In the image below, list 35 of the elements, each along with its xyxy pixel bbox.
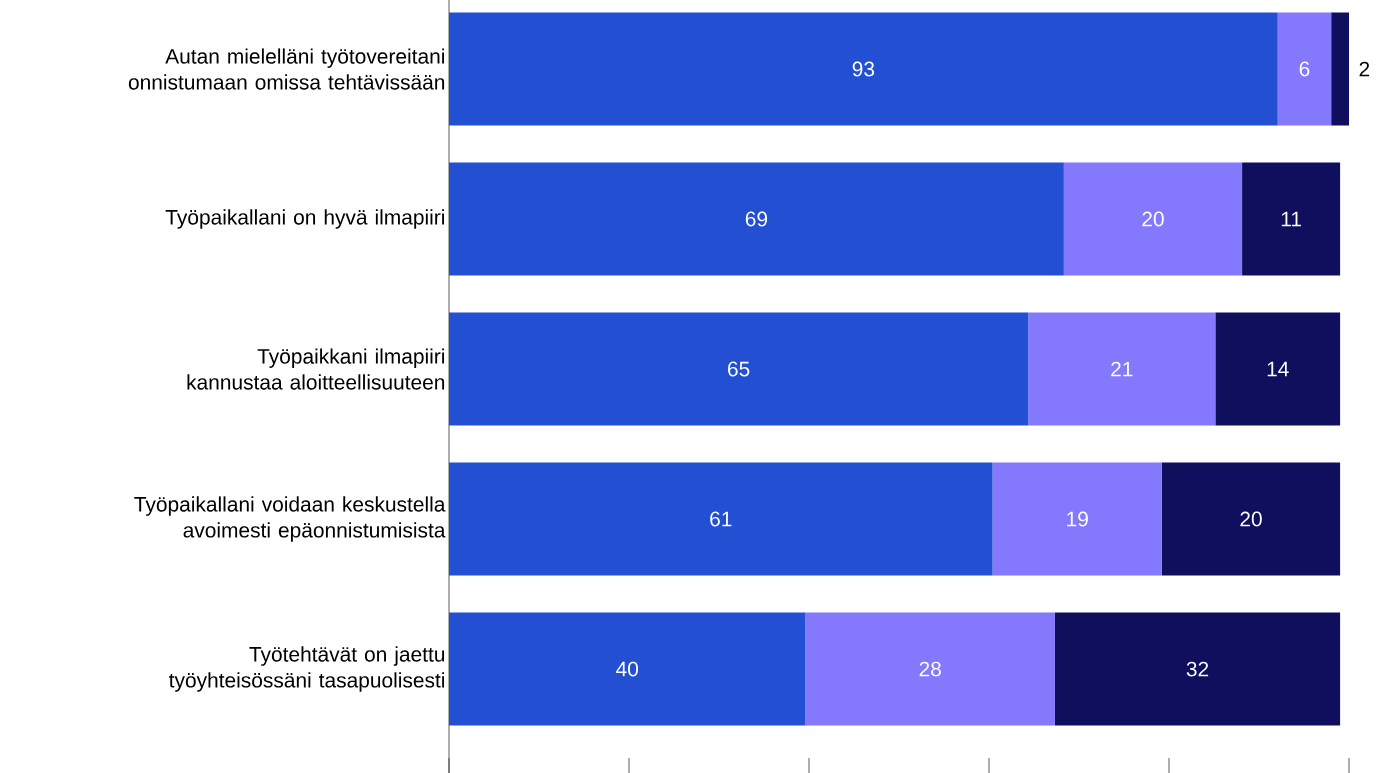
data-label: 14 — [1267, 361, 1289, 377]
bar — [1242, 162, 1341, 276]
bar — [449, 162, 1064, 276]
y-tick-label: Autan mielelläni työtovereitani onnistumaan omissa tehtävissään — [128, 48, 445, 90]
data-label: 93 — [852, 61, 875, 77]
bar — [1161, 462, 1341, 576]
data-label: 69 — [745, 211, 768, 227]
y-tick-label: Työtehtävät on jaettu työyhteisössäni tasapuolisesti — [169, 646, 445, 692]
bar — [1063, 162, 1243, 276]
data-label: 61 — [710, 511, 732, 527]
bar — [1054, 612, 1341, 726]
data-label: 11 — [1281, 211, 1301, 227]
data-label: 28 — [919, 661, 941, 677]
data-label: 19 — [1067, 511, 1088, 527]
data-label: 40 — [616, 661, 639, 677]
data-label: 65 — [728, 361, 750, 377]
bar — [449, 612, 806, 726]
bar — [1028, 312, 1216, 426]
data-label: 20 — [1142, 211, 1164, 227]
bar — [1277, 12, 1332, 126]
bar — [449, 312, 1029, 426]
data-label: 20 — [1240, 511, 1262, 527]
bar — [992, 462, 1162, 576]
bar — [1215, 312, 1341, 426]
data-label: 6 — [1299, 61, 1310, 77]
data-label: 21 — [1111, 361, 1133, 377]
y-tick-label: Työpaikallani on hyvä ilmapiiri — [165, 209, 444, 229]
bar — [1331, 12, 1350, 126]
data-label: 32 — [1186, 661, 1209, 677]
y-tick-label: Työpaikkani ilmapiiri kannustaa aloitteellisuuteen — [187, 348, 445, 390]
bar — [449, 462, 993, 576]
bar — [805, 612, 1055, 726]
data-label: 2 — [1359, 61, 1370, 77]
bar — [449, 12, 1278, 126]
y-tick-label: Työpaikallani voidaan keskustella avoimesti epäonnistumisista — [134, 496, 446, 542]
